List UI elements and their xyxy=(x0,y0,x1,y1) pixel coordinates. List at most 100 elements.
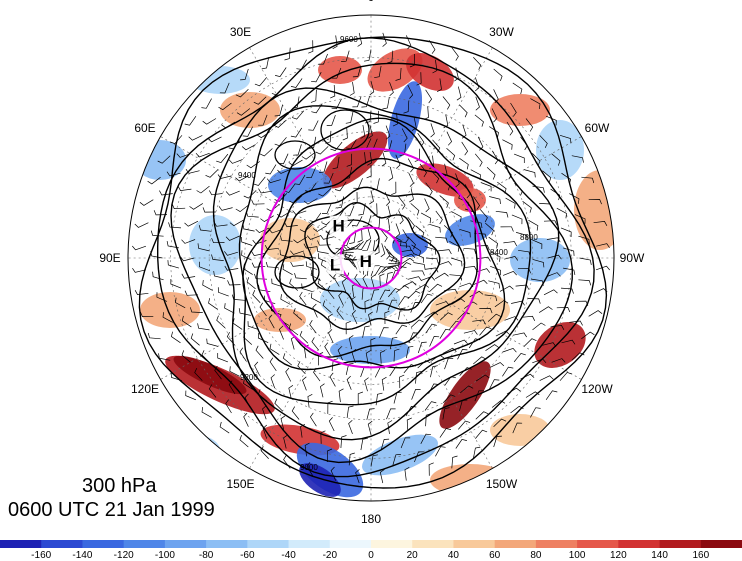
wind-barb xyxy=(532,259,545,268)
wind-barb xyxy=(253,96,267,105)
wind-barb xyxy=(344,166,353,180)
wind-barb xyxy=(240,68,249,81)
wind-barb xyxy=(474,77,480,92)
wind-barb xyxy=(202,207,216,213)
colorbar-tick-label: -20 xyxy=(322,550,338,561)
wind-barb xyxy=(495,210,509,218)
wind-barb xyxy=(369,190,374,205)
wind-barb xyxy=(318,253,329,263)
wind-barb xyxy=(147,332,161,340)
wind-barb xyxy=(429,40,436,54)
wind-barb xyxy=(184,115,197,126)
wind-barb xyxy=(170,278,182,289)
wind-barb xyxy=(512,82,523,95)
wind-barb xyxy=(156,292,168,302)
wind-barb xyxy=(424,246,437,255)
wind-barb xyxy=(345,320,351,335)
wind-barb xyxy=(379,469,385,484)
wind-barb xyxy=(329,372,336,387)
wind-barb xyxy=(429,283,443,292)
longitude-label: 180 xyxy=(360,512,382,526)
wind-barb xyxy=(405,35,412,50)
wind-barb xyxy=(531,239,543,250)
wind-barb xyxy=(380,350,386,364)
longitude-label: 150E xyxy=(226,477,255,491)
wind-barb xyxy=(171,203,186,209)
wind-barb xyxy=(308,40,314,54)
wind-barb xyxy=(532,152,541,166)
wind-barb xyxy=(569,320,583,326)
wind-barb xyxy=(181,350,191,363)
wind-barb xyxy=(493,68,503,82)
wind-barb xyxy=(254,361,260,376)
wind-barb xyxy=(400,249,415,255)
wind-barb xyxy=(291,110,305,120)
wind-barb xyxy=(132,268,146,273)
wind-barb xyxy=(388,288,401,298)
wind-barb xyxy=(559,371,573,381)
wind-barb xyxy=(307,393,313,408)
wind-barb xyxy=(255,345,264,359)
wind-barb xyxy=(348,335,354,350)
wind-barb xyxy=(293,308,303,321)
wind-barb xyxy=(303,252,317,259)
wind-barb xyxy=(414,451,424,463)
wind-barb xyxy=(473,356,487,365)
wind-barb xyxy=(405,406,417,417)
wind-barb xyxy=(271,86,284,96)
wind-barb xyxy=(399,374,405,389)
wind-barb xyxy=(545,115,557,126)
wind-barb xyxy=(134,290,149,295)
wind-barb xyxy=(162,312,173,323)
wind-barb xyxy=(484,294,498,302)
wind-barb xyxy=(559,134,572,144)
colorbar-tick-label: -60 xyxy=(240,550,255,561)
wind-barb xyxy=(421,235,432,246)
wind-barb xyxy=(303,198,318,205)
wind-barb xyxy=(353,178,363,189)
wind-barb xyxy=(444,288,458,294)
wind-barb xyxy=(228,380,236,395)
wind-barb xyxy=(432,59,438,74)
wind-barb xyxy=(266,178,281,184)
wind-barb xyxy=(560,287,574,294)
wind-barb xyxy=(479,326,492,336)
wind-barb xyxy=(494,300,509,308)
wind-barb xyxy=(500,226,514,232)
wind-barb xyxy=(403,364,416,374)
wind-barb xyxy=(288,323,299,336)
wind-barb xyxy=(387,420,393,434)
wind-barb xyxy=(502,139,513,150)
wind-barb xyxy=(532,185,545,193)
wind-barb xyxy=(242,223,255,232)
wind-barb xyxy=(207,136,222,143)
wind-barb xyxy=(374,241,380,255)
colorbar-swatch xyxy=(41,540,83,548)
wind-barb xyxy=(543,220,558,226)
wind-barb xyxy=(241,144,256,151)
colorbar-tick-label: -100 xyxy=(154,550,175,561)
wind-barb xyxy=(449,274,463,281)
wind-barb xyxy=(260,446,269,460)
wind-barb xyxy=(455,439,467,449)
wind-barb xyxy=(284,47,291,61)
wind-barb xyxy=(208,298,218,310)
wind-barb xyxy=(435,301,450,306)
reference-latitude-circle xyxy=(260,147,482,369)
wind-barb xyxy=(310,89,317,103)
colorbar-swatch xyxy=(535,540,578,548)
wind-barb xyxy=(539,375,554,381)
wind-barb xyxy=(456,86,462,101)
wind-barb xyxy=(327,400,333,414)
anomaly-patch xyxy=(160,434,220,466)
wind-barb xyxy=(159,190,173,196)
wind-barb xyxy=(578,235,590,245)
wind-barb xyxy=(490,265,501,276)
wind-barb xyxy=(588,199,602,205)
anomaly-patch xyxy=(220,92,280,128)
wind-barb xyxy=(213,221,228,227)
contour-value-label: 9000 xyxy=(300,463,318,472)
wind-barb xyxy=(269,357,277,371)
wind-barb xyxy=(225,399,232,414)
wind-barb xyxy=(224,251,238,256)
